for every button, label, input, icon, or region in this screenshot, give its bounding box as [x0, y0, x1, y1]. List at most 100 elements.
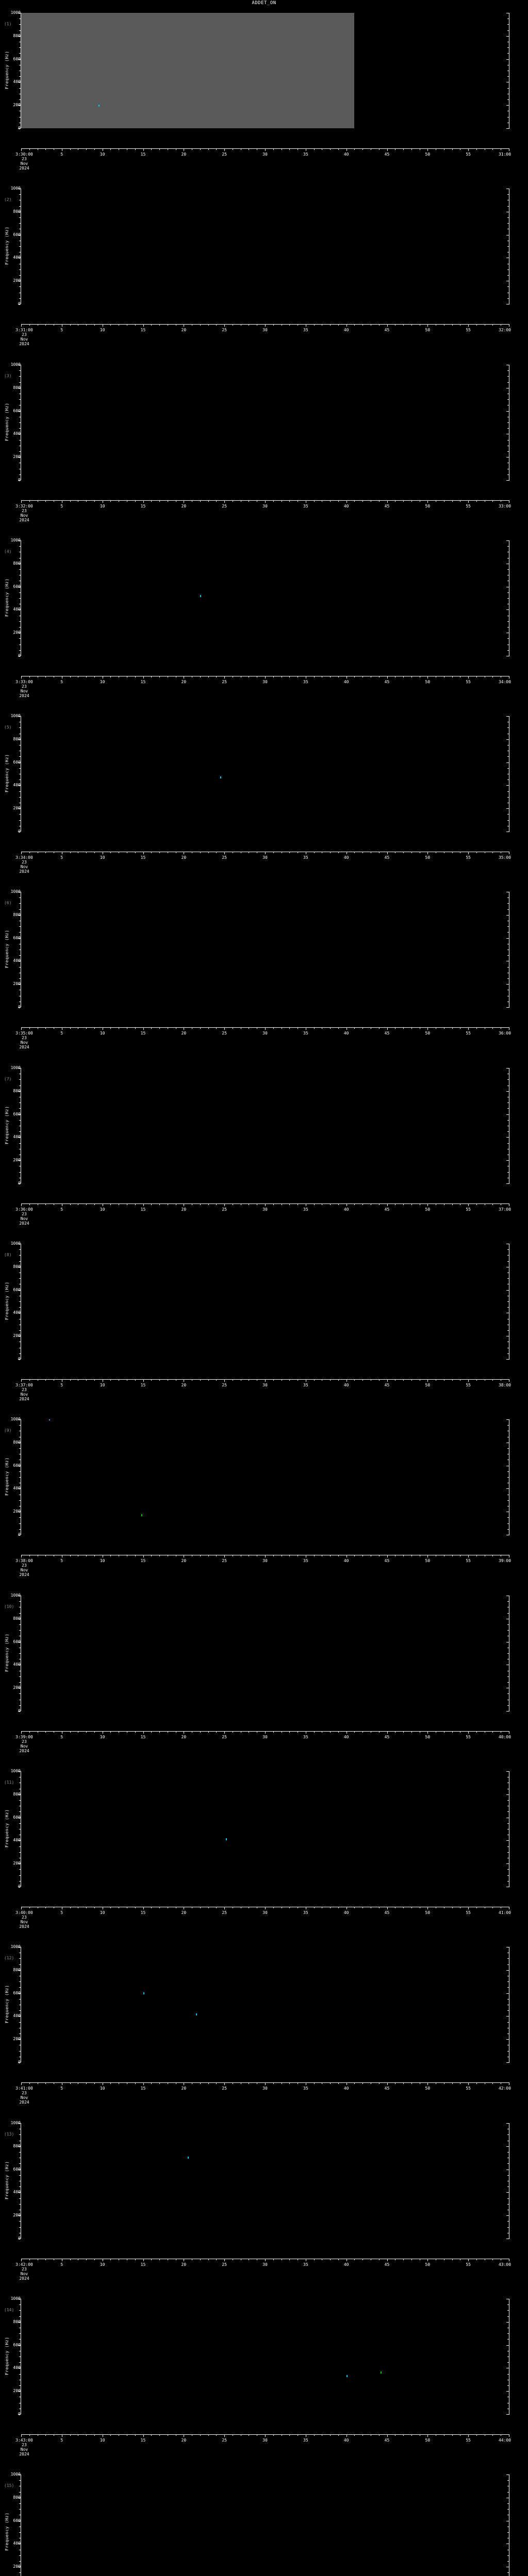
spectrogram-plot-area[interactable]	[21, 1596, 509, 1711]
x-tick-minor	[70, 148, 71, 150]
right-tick-minor	[507, 1852, 509, 1853]
x-tick-minor	[135, 676, 136, 677]
x-tick-minor	[200, 1379, 201, 1381]
y-tick-label: 800	[13, 209, 21, 214]
right-tick-major	[506, 128, 509, 129]
y-tick-minor	[19, 1958, 21, 1959]
y-tick-minor	[19, 1693, 21, 1694]
right-tick-minor	[507, 1964, 509, 1965]
x-tick-minor	[208, 2259, 209, 2260]
spectrogram-plot-area[interactable]	[21, 365, 509, 480]
spectrogram-plot-area[interactable]	[21, 716, 509, 832]
spectrogram-plot-area[interactable]	[21, 1068, 509, 1183]
x-tick-label-start: 3:37:00	[15, 1383, 33, 1387]
x-tick-minor	[159, 1731, 160, 1733]
x-tick-minor	[151, 324, 152, 326]
y-tick-minor	[19, 1131, 21, 1132]
date-line-day: 23	[22, 1563, 27, 1568]
y-tick-label: 600	[13, 408, 21, 413]
x-tick-minor	[492, 2434, 493, 2436]
x-tick-major	[346, 676, 347, 679]
x-tick-label: 10	[100, 1558, 105, 1563]
x-tick-label: 10	[100, 2438, 105, 2443]
x-tick-minor	[94, 2259, 95, 2260]
x-tick-minor	[378, 1027, 380, 1029]
y-tick-minor	[19, 1255, 21, 1256]
x-tick-label: 30	[262, 2086, 268, 2091]
spectrogram-plot-area[interactable]	[21, 2123, 509, 2239]
x-tick-label: 25	[222, 1207, 227, 1212]
x-tick-minor	[159, 676, 160, 677]
y-tick-minor	[19, 1811, 21, 1812]
x-tick-minor	[86, 1731, 87, 1733]
right-tick-minor	[507, 246, 509, 247]
spectrogram-plot-area[interactable]	[21, 13, 509, 128]
x-tick-minor	[135, 1555, 136, 1556]
y-tick-label: 400	[13, 255, 21, 260]
spectrogram-plot-area[interactable]	[21, 1947, 509, 2062]
x-tick-minor	[94, 324, 95, 326]
y-tick-label: 400	[13, 1662, 21, 1667]
x-tick-minor	[354, 1027, 355, 1029]
y-tick-label: 600	[13, 2166, 21, 2172]
y-tick-major	[18, 1970, 21, 1971]
spectrogram-plot-area[interactable]	[21, 892, 509, 1007]
x-tick-minor	[378, 1731, 380, 1733]
x-tick-minor	[378, 2259, 380, 2260]
y-tick-minor	[19, 53, 21, 54]
spectrogram-plot-area[interactable]	[21, 1771, 509, 1887]
right-tick-major	[506, 716, 509, 717]
x-tick-minor	[378, 2434, 380, 2436]
x-tick-minor	[403, 1731, 404, 1733]
x-tick-minor	[273, 1907, 274, 1908]
x-tick-major	[346, 852, 347, 854]
right-tick-minor	[507, 269, 509, 270]
spectrogram-plot-area[interactable]	[21, 2299, 509, 2414]
x-tick-minor	[314, 1731, 315, 1733]
x-tick-minor	[476, 676, 477, 677]
x-tick-minor	[289, 324, 290, 326]
x-tick-label: 35	[303, 504, 308, 509]
x-tick-label: 40	[343, 1910, 349, 1915]
x-tick-major	[427, 2259, 428, 2261]
x-tick-minor	[94, 852, 95, 853]
x-tick-major	[224, 1379, 225, 1382]
x-tick-minor	[314, 1204, 315, 1205]
x-tick-label: 5	[60, 1383, 63, 1387]
x-tick-minor	[94, 1027, 95, 1029]
x-tick-label: 10	[100, 2262, 105, 2267]
x-tick-minor	[216, 1027, 217, 1029]
x-tick-minor	[330, 676, 331, 677]
spectrogram-plot-area[interactable]	[21, 540, 509, 656]
x-tick-minor	[289, 148, 290, 150]
y-tick-label: 600	[13, 2342, 21, 2347]
x-tick-label: 40	[343, 2438, 349, 2443]
x-tick-minor	[110, 1731, 111, 1733]
right-tick-minor	[507, 1624, 509, 1625]
x-tick-major	[468, 2259, 469, 2261]
x-tick-label-end: 36:00	[498, 1031, 512, 1036]
y-tick-major	[18, 2321, 21, 2323]
spectrogram-plot-area[interactable]	[21, 1419, 509, 1535]
right-tick-minor	[507, 2221, 509, 2222]
right-tick-minor	[507, 1653, 509, 1654]
y-tick-minor	[19, 791, 21, 792]
x-tick-label: 10	[100, 1910, 105, 1915]
spectrogram-plot-area[interactable]	[21, 189, 509, 304]
x-tick-minor	[476, 148, 477, 150]
x-tick-minor	[216, 1907, 217, 1908]
x-tick-minor	[403, 2259, 404, 2260]
x-tick-minor	[362, 2434, 364, 2436]
x-tick-minor	[289, 1731, 290, 1733]
y-tick-minor	[19, 2175, 21, 2176]
x-tick-major	[21, 1555, 22, 1557]
x-tick-major	[346, 1731, 347, 1734]
y-tick-label: 200	[13, 981, 21, 987]
spectrogram-plot-area[interactable]	[21, 2475, 509, 2576]
spectrogram-plot-area[interactable]	[21, 1244, 509, 1359]
x-tick-label: 40	[343, 1207, 349, 1212]
y-axis-ticks: 1000 800 600 400 200 0	[0, 2121, 21, 2241]
x-axis-date-stack: 23 Nov 2024	[19, 1915, 29, 1929]
right-tick-minor	[507, 650, 509, 651]
right-tick-minor	[507, 1172, 509, 1173]
